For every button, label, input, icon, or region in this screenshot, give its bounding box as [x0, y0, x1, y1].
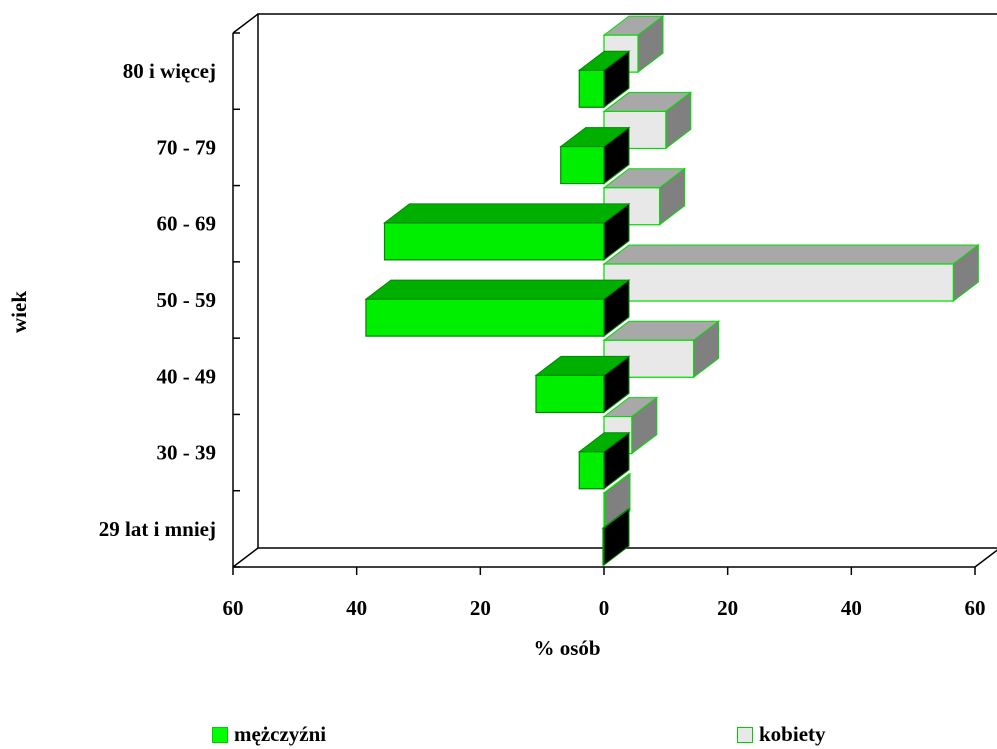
legend-item-women: kobiety — [737, 722, 826, 747]
left-wall-top — [232, 13, 259, 34]
legend-swatch-women — [737, 726, 753, 743]
category-label: 50 - 59 — [157, 288, 217, 312]
men-bar-4-top — [383, 203, 631, 224]
x-tick-labels: 60 40 20 0 20 40 60 — [223, 596, 986, 620]
chart-frame — [232, 13, 997, 575]
men-bar-2-front — [535, 374, 605, 414]
men-bar-4-front — [383, 222, 605, 261]
legend-label-women: kobiety — [759, 722, 826, 746]
women-bar-3-top — [602, 244, 980, 265]
legend-item-men: mężczyźni — [212, 722, 326, 747]
men-bar-3-top — [364, 279, 631, 300]
category-label: 29 lat i mniej — [99, 517, 216, 541]
men-bar-1 — [577, 431, 631, 490]
category-labels: 29 lat i mniej 30 - 39 40 - 49 50 - 59 60 - … — [99, 59, 216, 541]
men-bar-3-front — [365, 298, 605, 337]
x-tick-label: 20 — [470, 596, 491, 620]
category-label: 70 - 79 — [157, 135, 217, 159]
women-bar-0 — [602, 472, 632, 531]
women-bar-2 — [602, 320, 721, 379]
x-tick-label: 40 — [346, 596, 367, 620]
men-bar-2 — [534, 355, 631, 414]
men-bar-1-front — [578, 451, 605, 490]
x-axis-title: % osób — [533, 636, 600, 660]
men-bar-3 — [364, 279, 631, 338]
legend-label-men: mężczyźni — [234, 722, 327, 746]
legend-swatch-men — [212, 726, 228, 743]
x-tick-label: 0 — [599, 596, 610, 620]
women-bar-3-front — [603, 263, 954, 302]
x-tick-label: 60 — [965, 596, 986, 620]
y-axis-title: wiek — [7, 291, 31, 333]
men-bar-6-front — [578, 69, 605, 108]
category-label: 30 - 39 — [157, 441, 217, 465]
men-bar-0 — [601, 507, 631, 567]
women-bar-3 — [602, 243, 980, 303]
men-bar-5-front — [560, 145, 605, 185]
category-label: 80 i więcej — [123, 59, 216, 83]
men-bar-4 — [383, 202, 631, 261]
x-tick-label: 60 — [223, 596, 244, 620]
category-label: 40 - 49 — [157, 364, 217, 388]
women-bar-0-front — [603, 492, 606, 531]
x-tick-label: 40 — [841, 596, 862, 620]
men-bar-0-front — [602, 527, 605, 566]
men-bar-6 — [577, 50, 631, 109]
category-label: 60 - 69 — [157, 212, 217, 236]
x-tick-label: 20 — [717, 596, 738, 620]
men-bar-5 — [559, 126, 631, 185]
chart-bars — [364, 15, 980, 567]
